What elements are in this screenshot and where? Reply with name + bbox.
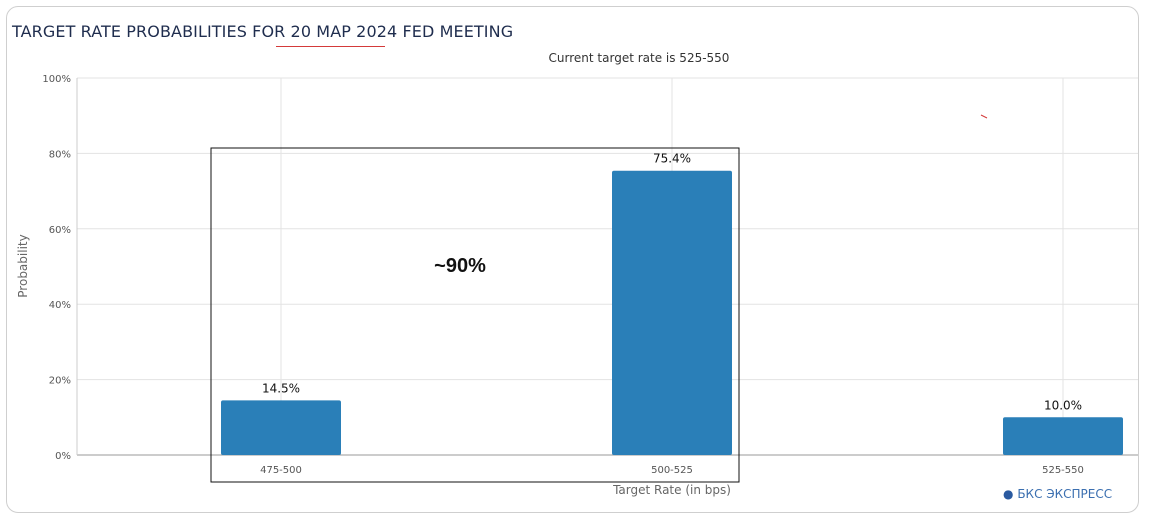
y-axis-title: Probability [16,234,30,297]
labels: 0% 20% 40% 60% 80% 100% 14.5% 475-500 75.4% 500-5… [42,74,1083,476]
bars [221,170,1123,455]
chart-title: TARGET RATE PROBABILITIES FOR 20 МАР 202… [12,22,514,41]
watermark-logo-icon: ● [1003,487,1014,501]
data-label: 14.5% [262,381,300,395]
watermark: ● БКС ЭКСПРЕСС [1003,487,1112,501]
y-tick-label: 60% [49,225,71,236]
watermark-text: БКС ЭКСПРЕСС [1017,487,1113,501]
grid-lines [77,77,1138,456]
y-tick-label: 80% [49,149,71,160]
annotation-box [210,147,740,483]
x-tick-label: 525-550 [1042,465,1084,476]
title-underline [276,46,385,47]
x-tick-label: 500-525 [651,465,693,476]
chart-subtitle: Current target rate is 525-550 [549,51,730,65]
x-tick-label: 475-500 [260,465,302,476]
y-tick-label: 40% [49,300,71,311]
bar-475-500[interactable] [221,400,341,455]
y-tick-label: 100% [42,74,71,85]
data-label: 10.0% [1044,398,1082,412]
annotation-text: ~90% [434,255,486,277]
y-tick-label: 20% [49,376,71,387]
bar-500-525[interactable] [612,170,732,455]
y-tick-label: 0% [55,451,71,462]
chart-card [6,6,1139,513]
x-axis-title: Target Rate (in bps) [612,483,731,497]
red-mark [980,114,988,119]
bar-525-550[interactable] [1003,417,1123,455]
data-label: 75.4% [653,152,691,166]
